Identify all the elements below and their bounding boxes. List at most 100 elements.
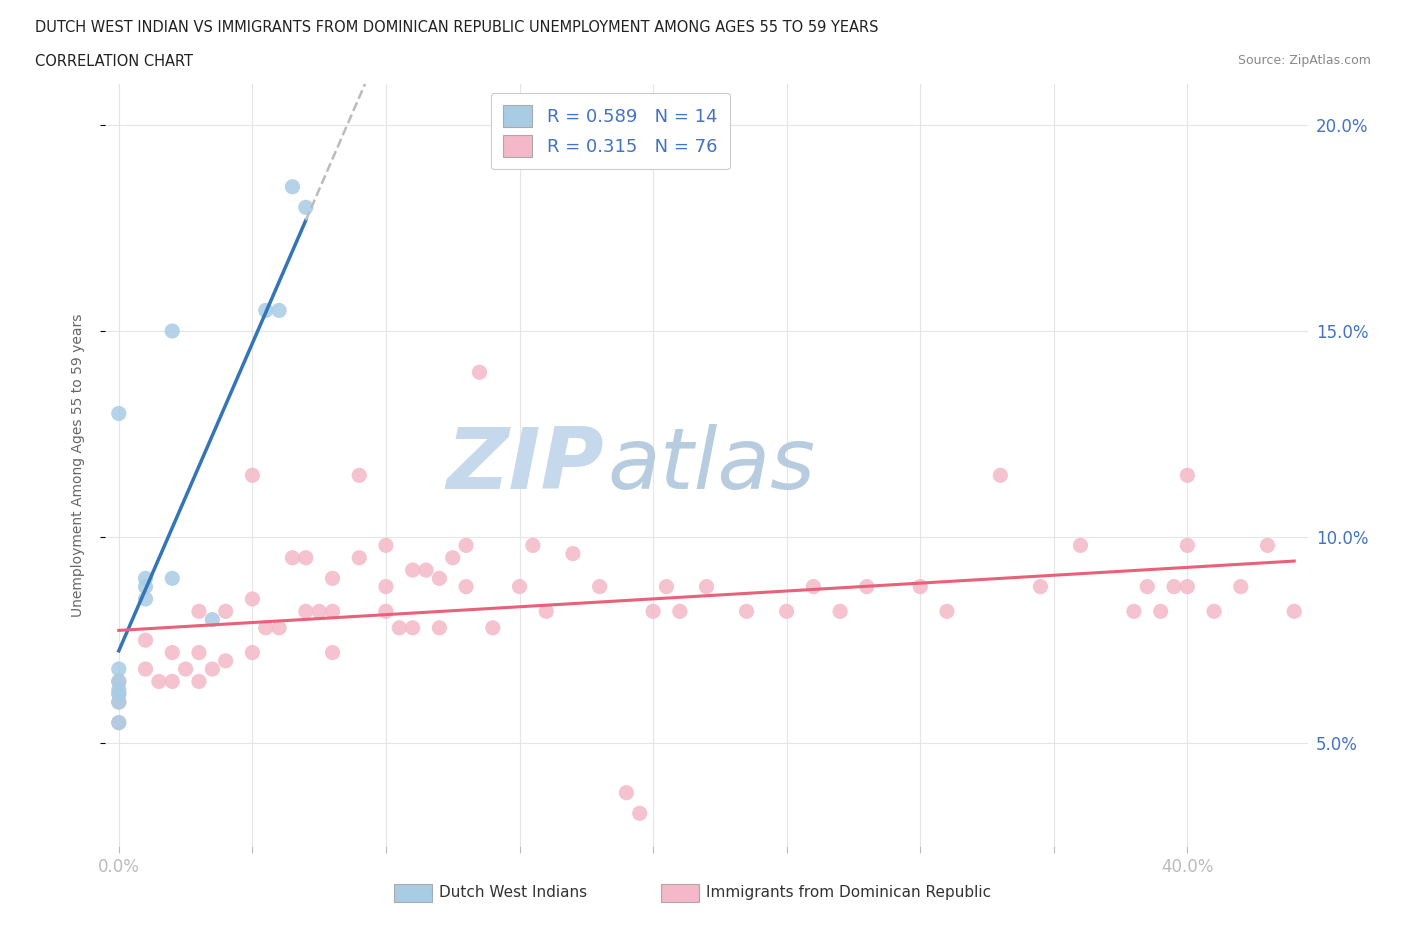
Point — [281, 551, 304, 565]
Point — [242, 645, 264, 660]
Point — [1202, 604, 1225, 618]
Point — [108, 695, 131, 710]
Point — [108, 686, 131, 701]
Point — [135, 591, 157, 606]
Point — [188, 645, 211, 660]
Point — [1136, 579, 1159, 594]
Text: atlas: atlas — [607, 423, 815, 507]
Text: Dutch West Indians: Dutch West Indians — [439, 885, 586, 900]
Point — [427, 571, 450, 586]
Point — [267, 303, 291, 318]
Point — [201, 661, 224, 676]
Point — [347, 468, 370, 483]
Point — [162, 571, 183, 586]
Point — [295, 551, 318, 565]
Point — [281, 179, 304, 194]
Point — [468, 365, 491, 379]
Point — [242, 468, 264, 483]
Point — [321, 645, 344, 660]
Point — [402, 620, 425, 635]
Point — [108, 674, 131, 689]
Point — [628, 806, 651, 821]
Point — [162, 674, 183, 689]
Point — [936, 604, 959, 618]
Point — [801, 579, 824, 594]
Point — [776, 604, 799, 618]
Point — [1163, 579, 1185, 594]
Point — [295, 200, 318, 215]
Point — [347, 551, 370, 565]
Point — [427, 620, 450, 635]
Point — [456, 538, 478, 552]
Point — [1069, 538, 1091, 552]
Point — [415, 563, 437, 578]
Point — [614, 785, 637, 800]
Point — [402, 563, 425, 578]
Y-axis label: Unemployment Among Ages 55 to 59 years: Unemployment Among Ages 55 to 59 years — [70, 313, 84, 617]
Point — [1175, 468, 1198, 483]
Point — [321, 571, 344, 586]
Point — [254, 303, 277, 318]
Point — [374, 538, 398, 552]
Point — [534, 604, 557, 618]
Point — [148, 674, 170, 689]
Point — [522, 538, 544, 552]
Point — [990, 468, 1012, 483]
Point — [388, 620, 411, 635]
Point — [135, 579, 157, 594]
Point — [242, 591, 264, 606]
Point — [108, 674, 131, 689]
Point — [254, 620, 277, 635]
Text: Immigrants from Dominican Republic: Immigrants from Dominican Republic — [706, 885, 991, 900]
Point — [108, 695, 131, 710]
Point — [908, 579, 931, 594]
Point — [135, 571, 157, 586]
Point — [481, 620, 505, 635]
Point — [855, 579, 877, 594]
Point — [174, 661, 197, 676]
Point — [509, 579, 531, 594]
Point — [201, 612, 224, 627]
Point — [1150, 604, 1173, 618]
Point — [1175, 538, 1198, 552]
Point — [1282, 604, 1305, 618]
Point — [108, 715, 131, 730]
Point — [456, 579, 478, 594]
Point — [828, 604, 851, 618]
Point — [108, 406, 131, 421]
Text: ZIP: ZIP — [447, 423, 605, 507]
Legend: R = 0.589   N = 14, R = 0.315   N = 76: R = 0.589 N = 14, R = 0.315 N = 76 — [491, 93, 730, 169]
Text: Source: ZipAtlas.com: Source: ZipAtlas.com — [1237, 54, 1371, 67]
Point — [1175, 579, 1198, 594]
Point — [669, 604, 692, 618]
Point — [374, 604, 398, 618]
Point — [655, 579, 678, 594]
Point — [162, 324, 183, 339]
Point — [1029, 579, 1052, 594]
Point — [214, 654, 236, 669]
Point — [1122, 604, 1144, 618]
Point — [108, 715, 131, 730]
Text: CORRELATION CHART: CORRELATION CHART — [35, 54, 193, 69]
Point — [441, 551, 464, 565]
Point — [1256, 538, 1278, 552]
Point — [108, 683, 131, 698]
Point — [135, 632, 157, 647]
Point — [188, 674, 211, 689]
Point — [295, 604, 318, 618]
Point — [641, 604, 665, 618]
Point — [108, 661, 131, 676]
Point — [588, 579, 610, 594]
Point — [561, 546, 585, 561]
Point — [735, 604, 758, 618]
Point — [108, 686, 131, 701]
Point — [188, 604, 211, 618]
Text: DUTCH WEST INDIAN VS IMMIGRANTS FROM DOMINICAN REPUBLIC UNEMPLOYMENT AMONG AGES : DUTCH WEST INDIAN VS IMMIGRANTS FROM DOM… — [35, 20, 879, 35]
Point — [162, 645, 183, 660]
Point — [696, 579, 718, 594]
Point — [308, 604, 330, 618]
Point — [374, 579, 398, 594]
Point — [1229, 579, 1251, 594]
Point — [214, 604, 236, 618]
Point — [267, 620, 291, 635]
